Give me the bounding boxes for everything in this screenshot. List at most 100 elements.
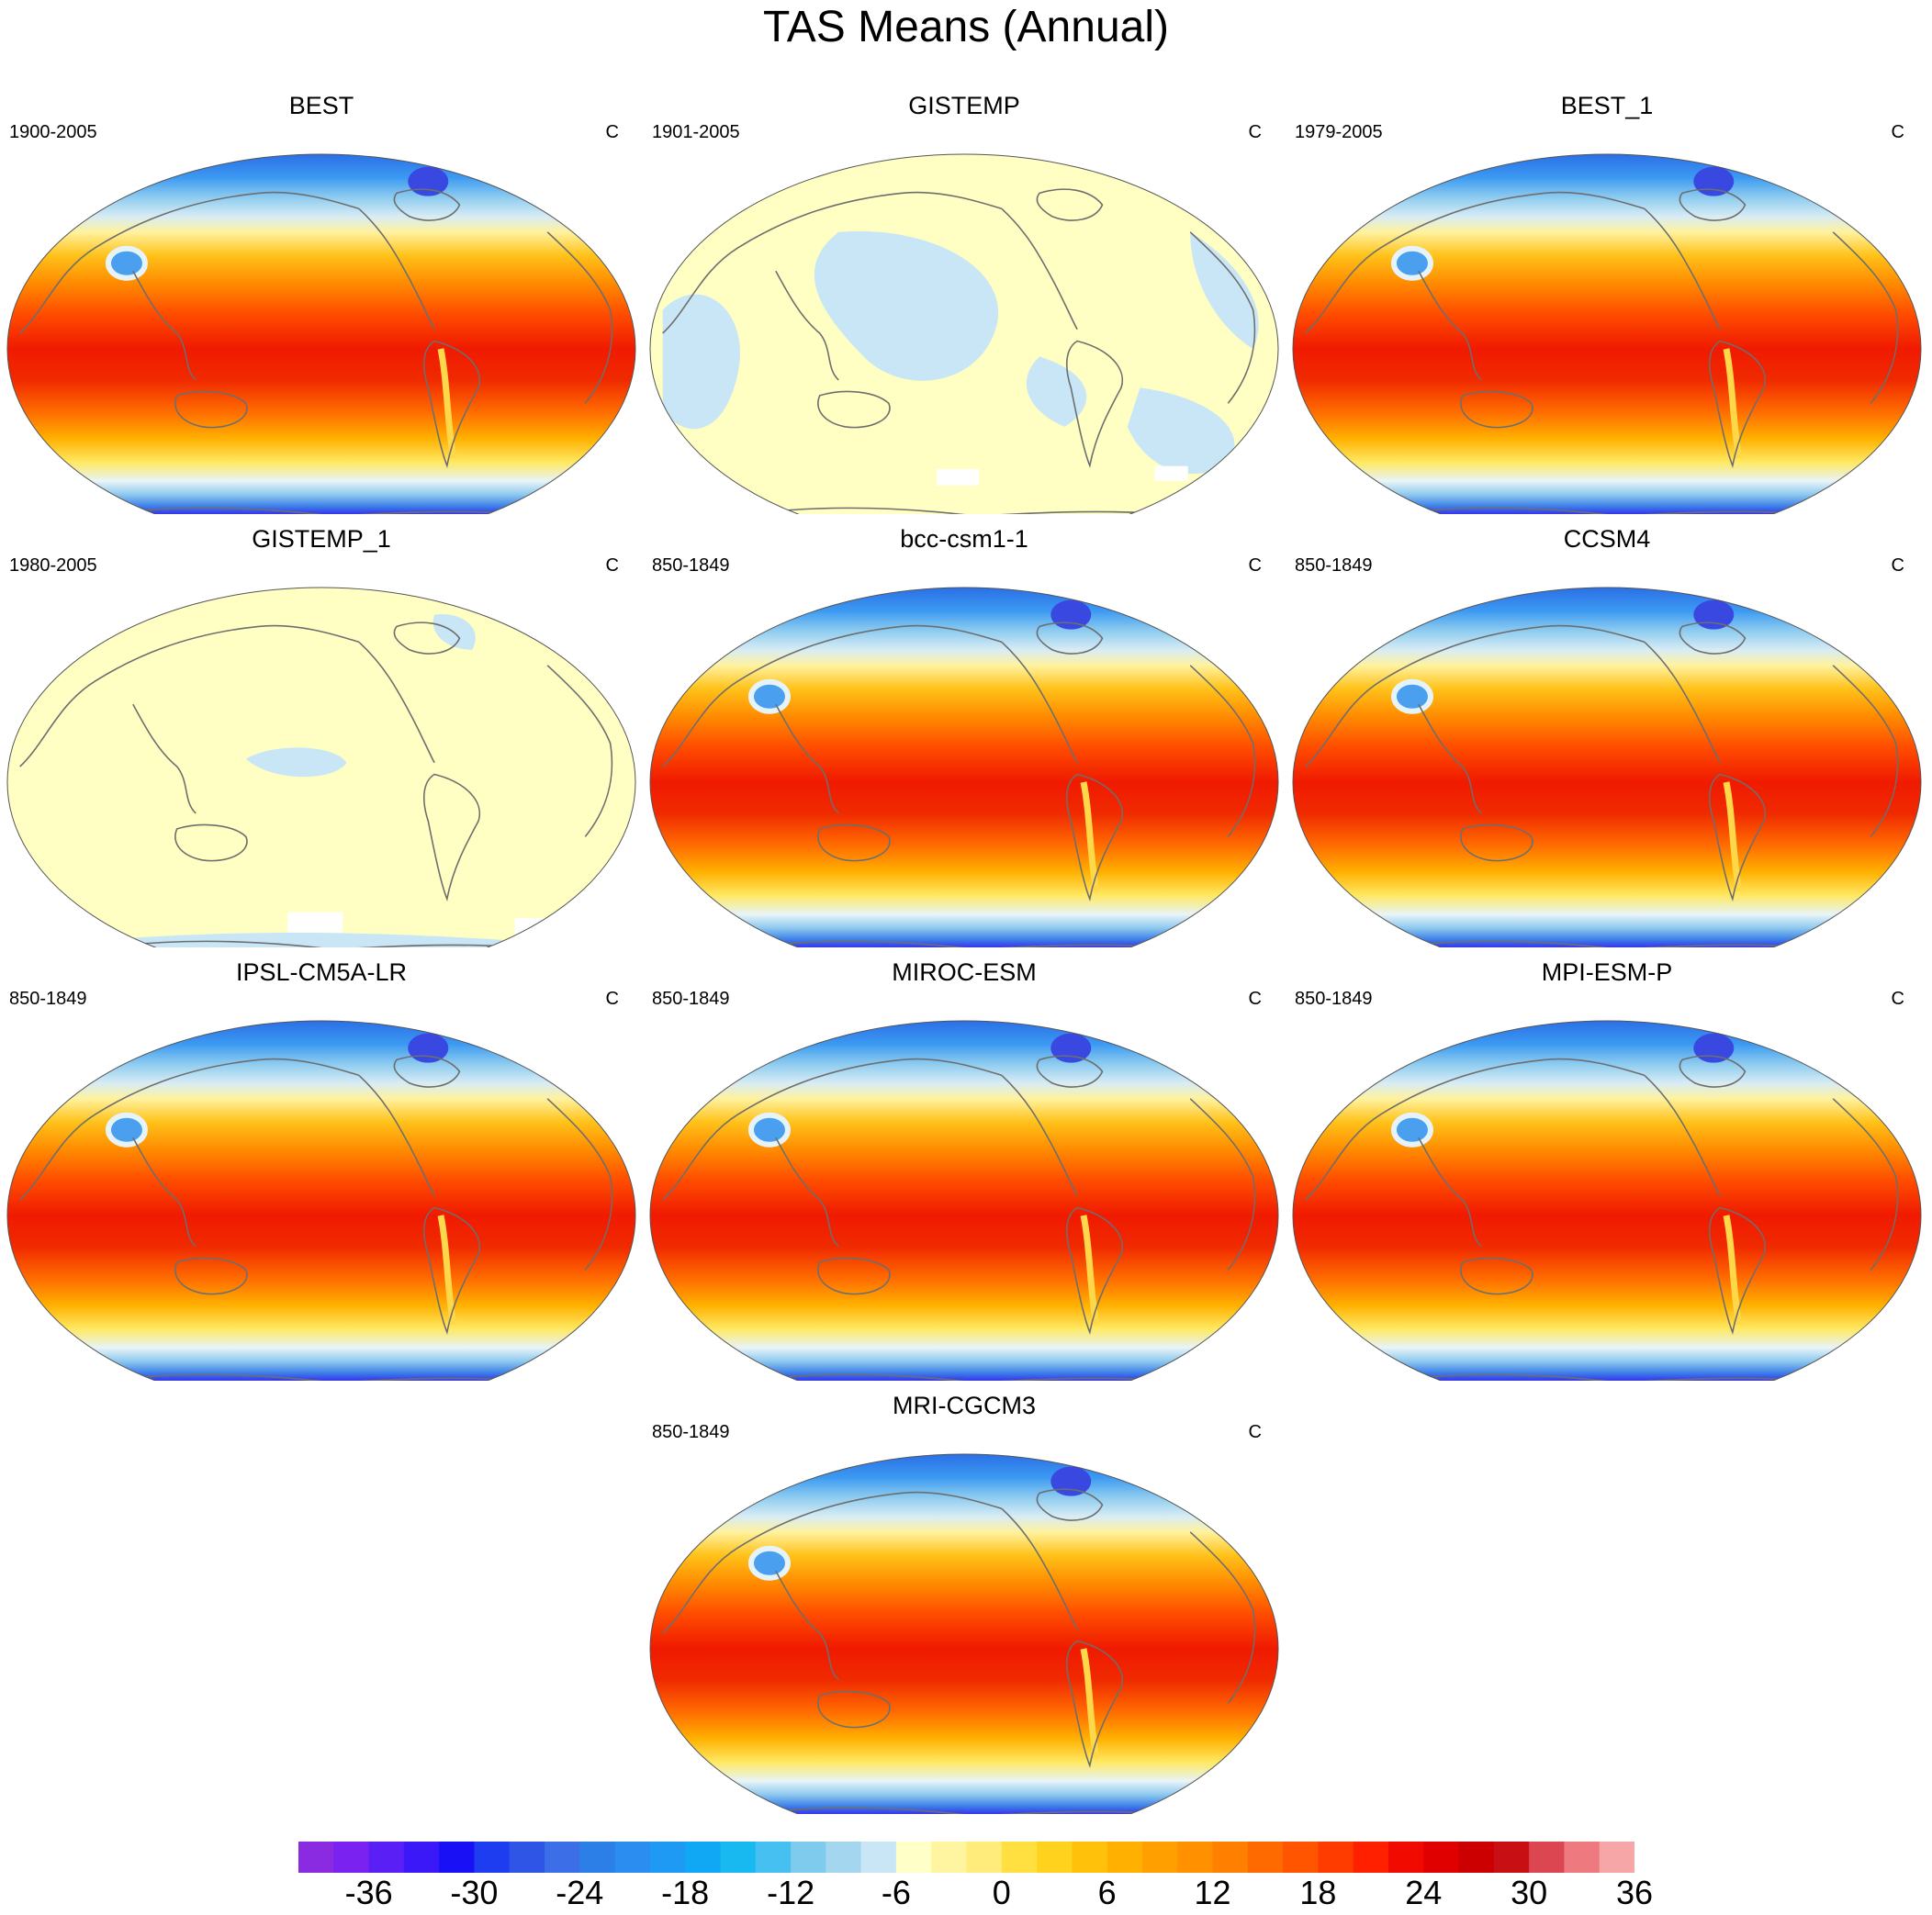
coastline — [1418, 1137, 1482, 1248]
coastline — [1189, 231, 1256, 404]
colorbar-swatch — [1141, 1842, 1178, 1873]
coastline — [1001, 207, 1078, 330]
colorbar-tick-label: -6 — [881, 1874, 911, 1911]
coastline — [1305, 1058, 1646, 1201]
map-border — [1292, 153, 1922, 514]
coastline — [1679, 1055, 1747, 1088]
colorbar-swatch — [509, 1842, 545, 1873]
panel-period: 1901-2005 — [652, 122, 740, 142]
colorbar-tick-label: 6 — [1097, 1874, 1117, 1911]
panel-period: 850-1849 — [1295, 555, 1373, 576]
cool-anomaly-region — [1026, 356, 1087, 427]
greenland-cold-spot — [1050, 599, 1092, 630]
greenland-cold-spot — [408, 1033, 449, 1063]
colorbar-swatch — [1212, 1842, 1249, 1873]
colorbar-swatch — [720, 1842, 757, 1873]
temperature-field — [650, 1454, 1278, 1814]
colorbar-tick-label: 24 — [1405, 1874, 1443, 1911]
world-map — [6, 587, 636, 947]
panel-units: C — [1891, 555, 1904, 576]
colorbar-swatch — [1283, 1842, 1319, 1873]
map-border — [649, 1453, 1279, 1814]
colorbar-tick-label: -30 — [450, 1874, 499, 1911]
world-map — [649, 153, 1279, 514]
greenland-cold-spot — [1693, 599, 1735, 630]
coastline — [393, 188, 461, 221]
panel-period: 850-1849 — [1295, 989, 1373, 1009]
coastline — [1832, 1098, 1899, 1271]
colorbar — [298, 1842, 1635, 1873]
colorbar-swatch — [1001, 1842, 1038, 1873]
panel-title: MIROC-ESM — [892, 958, 1037, 986]
coastline — [1406, 1373, 1834, 1381]
colorbar-swatch — [298, 1842, 334, 1873]
coastline — [1460, 390, 1533, 429]
panel-period: 850-1849 — [652, 555, 730, 576]
coastline — [1460, 1257, 1533, 1295]
world-map — [1292, 153, 1922, 514]
map-panel: MPI-ESM-P 850-1849 C — [1286, 958, 1928, 1381]
cool-anomaly-region — [814, 230, 999, 381]
coastline — [1644, 1074, 1721, 1197]
coastline — [775, 1570, 839, 1681]
greenland-cold-spot — [408, 166, 449, 196]
coastline — [120, 507, 548, 514]
panel-period: 850-1849 — [652, 1422, 730, 1442]
world-map — [1292, 1020, 1922, 1381]
coastline — [19, 624, 360, 767]
coastline — [1460, 823, 1533, 862]
map-panel: CCSM4 850-1849 C — [1286, 525, 1928, 947]
coastline — [174, 1257, 248, 1295]
plateau-cold-spot — [747, 1112, 791, 1148]
coastline — [1679, 622, 1747, 655]
colorbar-swatch — [1106, 1842, 1143, 1873]
coastline — [775, 703, 839, 814]
panel-units: C — [605, 555, 619, 576]
colorbar-swatch — [579, 1842, 616, 1873]
colorbar-swatch — [333, 1842, 370, 1873]
coastline — [358, 1074, 435, 1197]
colorbar-swatch — [403, 1842, 440, 1873]
panel-title: IPSL-CM5A-LR — [235, 958, 408, 986]
coastline — [1709, 340, 1767, 468]
plateau-cold-spot — [105, 1112, 148, 1148]
colorbar-swatch — [826, 1842, 862, 1873]
coastline — [423, 1206, 481, 1335]
panel-title: GISTEMP — [908, 92, 1020, 119]
colorbar-swatch — [1247, 1842, 1284, 1873]
colorbar-swatch — [649, 1842, 686, 1873]
coastline — [763, 1373, 1191, 1381]
coastline — [174, 390, 248, 429]
panel-period: 850-1849 — [652, 989, 730, 1009]
coastline — [1001, 1507, 1078, 1630]
plateau-cold-spot — [747, 1545, 791, 1581]
panel-title: BEST — [288, 92, 354, 119]
map-panel: MIROC-ESM 850-1849 C — [643, 958, 1286, 1381]
temperature-field — [650, 1021, 1278, 1381]
colorbar-swatch — [685, 1842, 721, 1873]
coastline — [19, 191, 360, 334]
colorbar-swatch — [860, 1842, 897, 1873]
colorbar-swatch — [1387, 1842, 1424, 1873]
coastline — [1709, 773, 1767, 902]
cool-anomaly-region — [132, 933, 586, 947]
colorbar-swatch — [755, 1842, 792, 1873]
coastline — [1644, 207, 1721, 330]
greenland-cold-spot — [1050, 1466, 1092, 1496]
coastline — [1036, 188, 1104, 221]
colorbar-swatches — [298, 1842, 1635, 1873]
coastline — [1036, 1055, 1104, 1088]
panel-title: CCSM4 — [1563, 525, 1651, 553]
colorbar-swatch — [439, 1842, 475, 1873]
coastline — [1832, 665, 1899, 837]
coastline — [546, 1098, 613, 1271]
colorbar-swatch — [1458, 1842, 1495, 1873]
map-border — [1292, 1020, 1922, 1381]
map-border — [649, 1020, 1279, 1381]
colorbar-swatch — [1072, 1842, 1108, 1873]
colorbar-swatch — [368, 1842, 405, 1873]
colorbar-swatch — [966, 1842, 1003, 1873]
page-title: TAS Means (Annual) — [763, 3, 1169, 51]
map-border — [6, 1020, 636, 1381]
coastline — [775, 1137, 839, 1248]
